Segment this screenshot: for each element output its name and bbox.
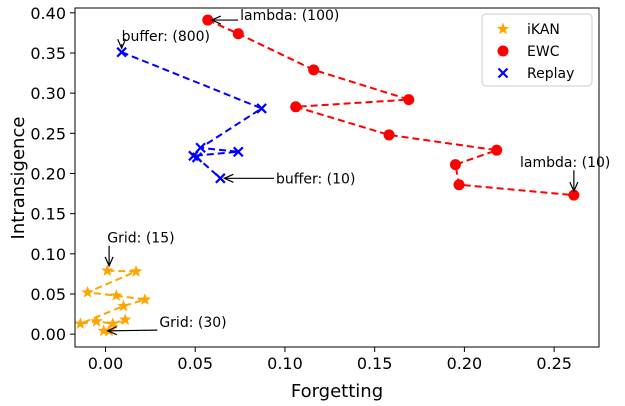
- annotation-arrowhead: [106, 326, 118, 336]
- x-tick-label: 0.05: [177, 354, 213, 373]
- x-axis: 0.00 0.05 0.10 0.15 0.20 0.25: [88, 347, 572, 373]
- series-ikan: [74, 264, 152, 337]
- annotation: buffer: (800): [117, 29, 210, 50]
- data-point-ikan: [101, 264, 114, 276]
- legend-item-replay: Replay: [497, 66, 574, 82]
- y-tick-label: 0.35: [30, 44, 66, 63]
- annotation-label: buffer: (800): [122, 29, 210, 45]
- y-tick-label: 0.25: [30, 124, 66, 143]
- annotation: lambda: (100): [210, 8, 339, 25]
- data-point-ewc: [202, 14, 214, 26]
- legend-marker-ewc: [497, 45, 509, 57]
- legend: iKAN EWC Replay: [481, 13, 593, 87]
- annotation-arrowhead: [210, 15, 222, 25]
- annotation-label: lambda: (10): [520, 155, 610, 171]
- y-axis-label: Intransigence: [8, 117, 29, 240]
- y-tick-label: 0.15: [30, 205, 66, 224]
- y-tick-label: 0.40: [30, 4, 66, 23]
- annotation-label: buffer: (10): [276, 171, 355, 187]
- x-tick-label: 0.15: [357, 354, 393, 373]
- data-point-replay: [116, 46, 127, 58]
- data-point-ewc: [232, 28, 244, 40]
- legend-label-ikan: iKAN: [527, 22, 560, 38]
- annotation: buffer: (10): [222, 171, 355, 187]
- x-axis-label: Forgetting: [291, 381, 383, 402]
- annotation-arrow: [107, 329, 158, 332]
- annotation-label: Grid: (15): [107, 231, 174, 247]
- series-ewc: [202, 14, 580, 201]
- x-tick-label: 0.25: [536, 354, 572, 373]
- data-point-replay: [215, 173, 226, 184]
- data-point-ikan: [74, 317, 87, 329]
- data-point-ewc: [449, 159, 461, 171]
- data-point-ikan: [106, 317, 119, 329]
- data-point-ewc: [290, 101, 302, 113]
- data-point-replay: [191, 152, 203, 163]
- data-point-ikan: [110, 289, 123, 301]
- annotation-arrowhead: [117, 38, 127, 50]
- legend-marker-replay: [497, 67, 509, 79]
- series-replay: [116, 46, 267, 184]
- legend-marker-ikan: [496, 22, 510, 35]
- annotation-arrowhead: [104, 256, 114, 268]
- x-tick-label: 0.00: [88, 354, 124, 373]
- data-point-ewc: [491, 144, 503, 156]
- data-point-ikan: [97, 324, 110, 337]
- data-point-ewc: [403, 94, 415, 106]
- data-point-ewc: [453, 179, 465, 191]
- legend-item-ewc: EWC: [497, 44, 560, 60]
- series-line-replay: [121, 51, 264, 180]
- legend-box: [481, 13, 593, 87]
- y-tick-label: 0.00: [30, 325, 66, 344]
- data-point-replay: [256, 103, 267, 114]
- legend-item-ikan: iKAN: [496, 22, 560, 38]
- data-point-ikan: [119, 313, 132, 325]
- plot-area-frame: [74, 7, 600, 348]
- x-tick-label: 0.20: [447, 354, 483, 373]
- data-point-ikan: [117, 299, 130, 312]
- annotation-arrowhead: [569, 181, 579, 193]
- annotation-label: lambda: (100): [240, 8, 339, 24]
- data-point-ewc: [308, 64, 320, 76]
- data-point-ewc: [383, 129, 395, 141]
- data-point-ikan: [81, 285, 94, 298]
- annotation: lambda: (10): [520, 155, 610, 193]
- annotation-label: Grid: (30): [159, 315, 226, 331]
- annotation: Grid: (30): [106, 315, 227, 336]
- data-point-ikan: [138, 293, 152, 305]
- annotation: Grid: (15): [104, 231, 175, 268]
- y-tick-label: 0.30: [30, 84, 66, 103]
- data-point-ikan: [90, 314, 103, 327]
- data-point-replay: [195, 142, 206, 154]
- x-tick-label: 0.10: [267, 354, 303, 373]
- y-tick-label: 0.20: [30, 164, 66, 183]
- series-line-ewc: [207, 19, 574, 197]
- legend-label-ewc: EWC: [527, 44, 560, 60]
- plot-series-layer: [74, 14, 580, 337]
- annotation-arrowhead: [222, 173, 234, 183]
- data-point-ewc: [568, 189, 580, 201]
- y-tick-label: 0.10: [30, 245, 66, 264]
- data-point-replay: [233, 146, 244, 158]
- annotations-layer: lambda: (100) buffer: (800) buffer: (10) la…: [104, 8, 610, 336]
- y-axis: 0.00 0.05 0.10 0.15 0.20 0.25 0.30 0.35 0.40: [30, 4, 75, 344]
- y-tick-label: 0.05: [30, 285, 66, 304]
- legend-label-replay: Replay: [527, 66, 574, 82]
- data-point-ikan: [129, 264, 143, 277]
